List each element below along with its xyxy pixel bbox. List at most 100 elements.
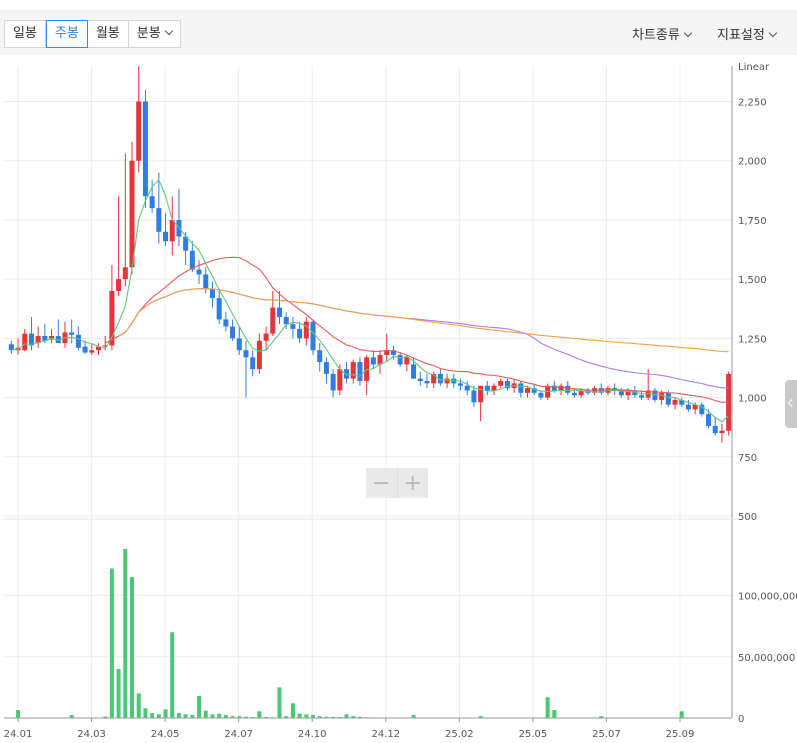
volume-bar [344, 714, 349, 718]
candle-body [102, 345, 108, 347]
volume-bar [679, 711, 684, 718]
candle-body [464, 385, 470, 391]
price-tick-label: 1,000 [738, 394, 767, 405]
candle-body [344, 369, 350, 379]
tab-daily[interactable]: 일봉 [5, 21, 46, 47]
candlesticks [8, 66, 732, 443]
candle-body [404, 357, 410, 365]
tab-weekly[interactable]: 주봉 [45, 20, 88, 48]
price-tick-label: 1,500 [738, 275, 767, 286]
volume-bar [116, 669, 121, 718]
volume-tick-label: 0 [738, 714, 744, 725]
volume-bar [297, 713, 302, 718]
candle-body [504, 381, 510, 389]
candle-body [471, 390, 477, 403]
candle-body [95, 346, 102, 351]
side-panel-toggle[interactable] [785, 380, 797, 428]
candle-body [417, 378, 423, 381]
zoom-in-button[interactable]: + [403, 470, 422, 496]
candle-body [726, 373, 732, 431]
volume-bar [552, 710, 557, 718]
tab-minute[interactable]: 분봉 [129, 21, 180, 47]
candle-body [665, 392, 671, 405]
volume-bar [599, 716, 604, 718]
candle-body [122, 267, 128, 280]
candle-body [129, 160, 135, 268]
candle-body [116, 279, 122, 291]
volume-tick-label: 50,000,000 [738, 653, 795, 664]
chart-toolbar: 일봉 주봉 월봉 분봉 차트종류 지표설정 [0, 10, 797, 55]
candle-body [49, 336, 55, 340]
candle-body [444, 378, 450, 384]
candle-body [256, 340, 262, 370]
volume-bar [210, 714, 215, 718]
indicator-settings-label: 지표설정 [717, 28, 765, 43]
price-tick-label: 1,250 [738, 334, 767, 345]
time-tick-label: 25.07 [592, 729, 621, 740]
price-tick-label: 1,750 [738, 216, 767, 227]
candle-body [357, 362, 363, 381]
candle-body [156, 208, 162, 232]
candle-body [28, 333, 34, 346]
candle-body [531, 388, 537, 393]
zoom-out-button[interactable]: − [366, 468, 398, 498]
volume-bar [243, 716, 248, 718]
volume-bar [176, 713, 181, 718]
ma5-line [11, 178, 729, 423]
scale-mode-label: Linear [738, 62, 770, 73]
candle-body [330, 373, 336, 391]
candle-body [203, 274, 209, 289]
time-tick-label: 24.12 [371, 729, 400, 740]
volume-bar [277, 687, 282, 718]
volume-bar [311, 714, 316, 718]
candle-body [350, 362, 356, 379]
candle-body [303, 321, 309, 339]
candle-body [712, 426, 718, 434]
candle-body [558, 385, 564, 391]
candle-body [525, 388, 531, 393]
candle-body [551, 385, 557, 391]
candle-body [659, 392, 665, 400]
volume-bar [351, 716, 356, 718]
candle-body [484, 385, 490, 391]
candle-body [236, 338, 242, 351]
chart-type-menu[interactable]: 차트종류 [632, 24, 693, 43]
time-tick-label: 24.03 [77, 729, 106, 740]
volume-bar [123, 548, 128, 718]
price-tick-label: 500 [738, 512, 757, 523]
time-tick-label: 25.05 [519, 729, 548, 740]
volume-bar [163, 709, 168, 718]
time-tick-label: 24.10 [298, 729, 327, 740]
volume-bar [304, 714, 309, 718]
candle-body [42, 336, 48, 341]
candle-body [685, 404, 691, 410]
candle-body [270, 307, 276, 334]
candle-body [578, 390, 584, 396]
moving-averages [11, 178, 729, 423]
indicator-settings-menu[interactable]: 지표설정 [717, 24, 778, 43]
candle-body [437, 373, 443, 384]
candle-body [719, 430, 725, 434]
time-tick-label: 24.05 [151, 729, 180, 740]
tab-monthly[interactable]: 월봉 [88, 21, 129, 47]
volume-bar [183, 714, 188, 718]
time-tick-label: 24.01 [4, 729, 33, 740]
candle-body [390, 350, 396, 355]
candle-body [189, 250, 195, 270]
candle-body [243, 350, 249, 358]
candle-body [263, 333, 269, 341]
volume-bar [411, 714, 416, 718]
volume-bar [237, 716, 242, 718]
candle-body [692, 404, 698, 410]
volume-bar [203, 710, 208, 718]
candle-body [89, 350, 95, 353]
candle-body [571, 392, 577, 396]
candle-body [457, 383, 464, 386]
chevron-left-icon [787, 398, 797, 408]
volume-bar [331, 716, 336, 718]
candle-body [618, 390, 624, 396]
axes: 2,250 2,000 1,750 1,500 1,250 1,000 750 500 Line… [4, 62, 797, 740]
volume-bar [16, 710, 21, 718]
price-tick-label: 750 [738, 453, 757, 464]
